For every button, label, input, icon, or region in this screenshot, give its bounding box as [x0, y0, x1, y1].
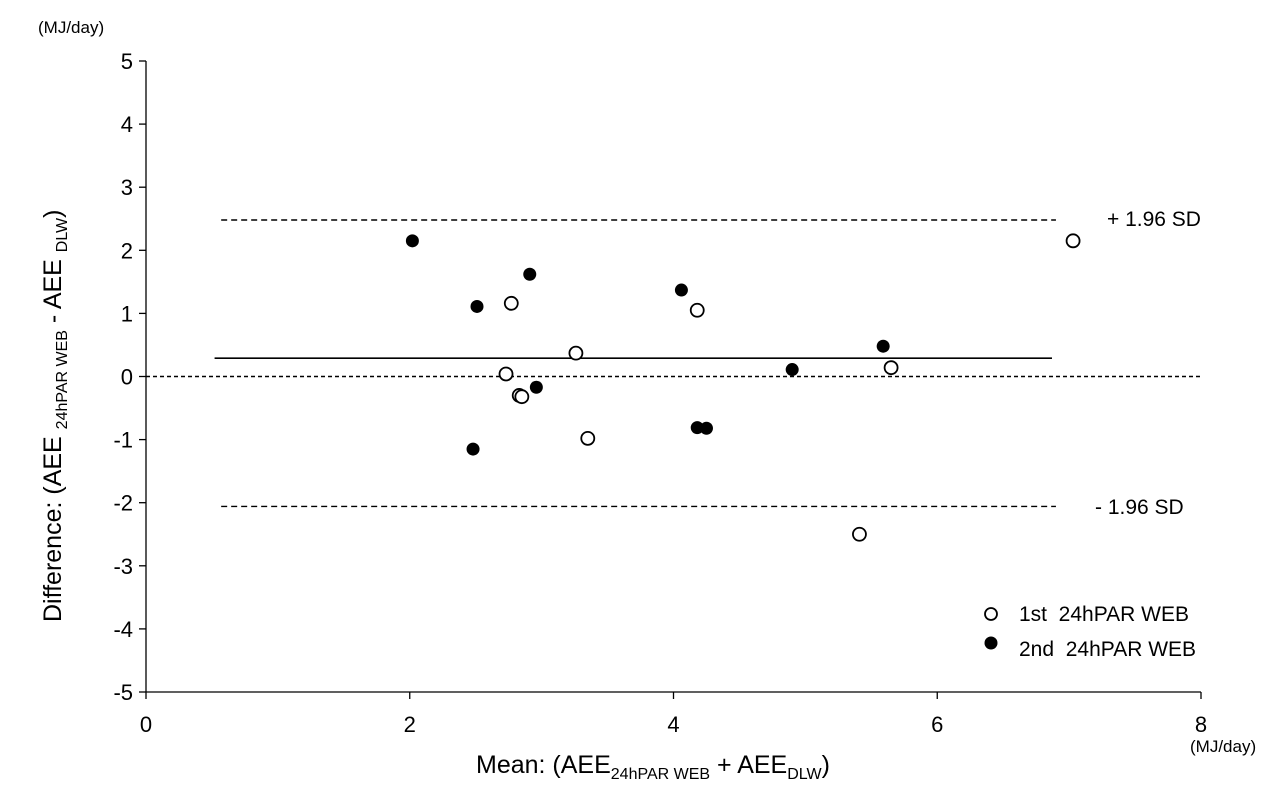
point-1st-24hpar-web [568, 345, 584, 361]
x-axis-title: Mean: (AEE24hPAR WEB + AEEDLW) [476, 751, 830, 783]
y-tick-label: -2 [113, 491, 133, 516]
point-2nd-24hpar-web [690, 421, 704, 435]
legend-label-2nd: 2nd 24hPAR WEB [1019, 638, 1196, 661]
point-1st-24hpar-web [883, 360, 899, 376]
point-1st-24hpar-web [498, 366, 514, 382]
y-axis-title: Difference: (AEE 24hPAR WEB - AEE DLW) [39, 210, 71, 623]
point-2nd-24hpar-web [674, 283, 688, 297]
y-tick-label: 5 [121, 49, 133, 74]
y-axis-unit: (MJ/day) [38, 18, 104, 37]
legend: 1st 24hPAR WEB 2nd 24hPAR WEB [984, 603, 1196, 661]
y-tick-label: 1 [121, 301, 133, 326]
data-points [405, 233, 1081, 542]
point-1st-24hpar-web [580, 430, 596, 446]
y-tick-label: 4 [121, 112, 133, 137]
y-tick-label: -1 [113, 428, 133, 453]
upper-limit-label: + 1.96 SD [1107, 208, 1201, 231]
x-tick-label: 2 [404, 712, 416, 737]
y-tick-label: -3 [113, 554, 133, 579]
x-tick-label: 8 [1195, 712, 1207, 737]
legend-marker-1st [984, 607, 998, 621]
point-2nd-24hpar-web [785, 363, 799, 377]
point-1st-24hpar-web [1065, 233, 1081, 249]
point-1st-24hpar-web [852, 526, 867, 542]
y-tick-label: 2 [121, 238, 133, 263]
y-tick-label: -5 [113, 680, 133, 705]
axes: -5 -4 -3 -2 -1 0 1 2 3 4 5 0 2 4 6 8 [113, 49, 1207, 737]
legend-marker-2nd [984, 636, 998, 650]
point-2nd-24hpar-web [466, 442, 480, 456]
y-tick-label: -4 [113, 617, 133, 642]
point-2nd-24hpar-web [529, 380, 543, 394]
point-1st-24hpar-web [514, 389, 530, 405]
point-1st-24hpar-web [689, 302, 705, 318]
lower-limit-label: - 1.96 SD [1095, 496, 1184, 519]
x-tick-label: 0 [140, 712, 152, 737]
y-tick-label: 0 [121, 365, 133, 390]
point-2nd-24hpar-web [405, 234, 419, 248]
reference-lines [146, 219, 1201, 508]
point-2nd-24hpar-web [523, 267, 537, 281]
point-2nd-24hpar-web [470, 299, 484, 313]
x-tick-label: 6 [931, 712, 943, 737]
y-tick-label: 3 [121, 175, 133, 200]
x-axis-unit: (MJ/day) [1190, 737, 1256, 756]
legend-label-1st: 1st 24hPAR WEB [1019, 603, 1189, 626]
point-2nd-24hpar-web [699, 421, 713, 435]
x-tick-label: 4 [667, 712, 679, 737]
point-1st-24hpar-web [503, 295, 519, 311]
point-2nd-24hpar-web [876, 339, 890, 353]
